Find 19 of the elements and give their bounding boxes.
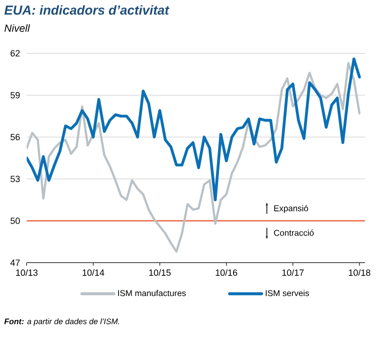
legend-label: ISM serveis [266, 290, 309, 296]
y-tick-label: 50 [10, 218, 20, 224]
legend-label: ISM manufactures [118, 290, 186, 296]
annotation: Contracció [274, 230, 314, 236]
y-tick-label: 62 [10, 50, 20, 56]
y-tick-label: 56 [10, 134, 20, 140]
x-tick-label: 10/14 [82, 269, 104, 276]
y-tick-label: 59 [10, 92, 20, 98]
annotation: Expansió [274, 204, 308, 213]
x-tick-label: 10/17 [282, 269, 304, 276]
chart-subtitle: Nivell [4, 24, 30, 32]
x-tick-label: 10/13 [16, 269, 38, 276]
y-tick-label: 47 [10, 260, 20, 266]
y-tick-label: 53 [10, 176, 20, 182]
x-tick-label: 10/18 [348, 269, 370, 276]
chart-title: EUA: indicadors d’activitat [4, 5, 170, 15]
line-series [26, 57, 361, 202]
x-tick-label: 10/16 [216, 269, 238, 276]
x-tick-label: 10/15 [149, 269, 171, 276]
